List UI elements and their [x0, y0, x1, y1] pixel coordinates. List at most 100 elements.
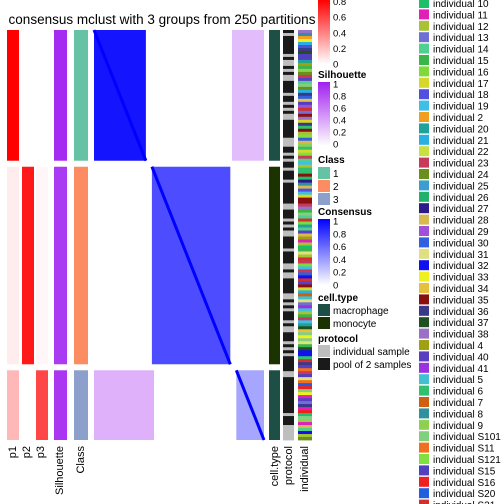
protocol-cell: [283, 368, 294, 372]
protocol-cell: [283, 161, 294, 166]
individual-swatch: [419, 385, 429, 396]
individual-cell: [298, 167, 312, 172]
protocol-cell: [283, 437, 294, 441]
protocol-label: pool of 2 samples: [333, 360, 411, 371]
individual-cell: [298, 191, 312, 195]
protocol-cell: [283, 116, 294, 121]
individual-cell: [298, 341, 312, 345]
individual-cell: [298, 245, 312, 249]
individual-cell: [298, 92, 312, 97]
class-legend-items: 1 2 3: [318, 167, 339, 206]
individual-cell: [298, 137, 312, 142]
protocol-cell: [283, 293, 294, 297]
protocol-cell: [283, 197, 294, 201]
individual-cell: [298, 230, 312, 234]
individual-label: individual 12: [433, 22, 489, 33]
individual-cell: [298, 329, 312, 333]
protocol-cell: [283, 38, 294, 43]
protocol-cell: [283, 239, 294, 243]
individual-cell: [298, 311, 312, 315]
individual-cell: [298, 101, 312, 106]
individual-label: individual 7: [433, 398, 483, 409]
individual-cell: [298, 224, 312, 228]
protocol-cell: [283, 347, 294, 351]
individual-swatch: [419, 442, 429, 453]
individual-cell: [298, 410, 312, 414]
individual-label: individual 15: [433, 56, 489, 67]
protocol-cell: [283, 278, 294, 282]
individual-label: individual 24: [433, 170, 489, 181]
silhouette-colorbar: [318, 82, 330, 146]
individual-label: individual S11: [433, 444, 495, 455]
protocol-cell: [283, 245, 294, 249]
individual-cell: [298, 149, 312, 154]
protocol-cell: [283, 107, 294, 112]
individual-cell: [298, 419, 312, 423]
protocol-cell: [283, 377, 294, 381]
protocol-cell: [283, 311, 294, 315]
protocol-cell: [283, 263, 294, 267]
protocol-cell: [283, 434, 294, 438]
protocol-cell: [283, 284, 294, 288]
protocol-cell: [283, 155, 294, 160]
individual-cell: [298, 44, 312, 49]
individual-cell: [298, 290, 312, 294]
protocol-cell: [283, 350, 294, 354]
consensus-offblock: [94, 166, 146, 365]
protocol-cell: [283, 158, 294, 163]
protocol-cell: [283, 50, 294, 55]
individual-swatch: [419, 305, 429, 316]
individual-swatch: [419, 237, 429, 248]
individual-swatch: [419, 157, 429, 168]
individual-cell: [298, 182, 312, 187]
individual-swatch: [419, 499, 429, 504]
cons-ticks-label: 0.8: [333, 229, 346, 240]
individual-cell: [298, 293, 312, 297]
individual-label: individual 17: [433, 79, 489, 90]
individual-cell: [298, 386, 312, 390]
individual-cell: [298, 398, 312, 402]
individual-label: individual S101: [433, 432, 501, 443]
protocol-cell: [283, 35, 294, 40]
protocol-cell: [283, 275, 294, 279]
protocol-cell: [283, 395, 294, 399]
protocol-cell: [283, 413, 294, 417]
individual-swatch: [419, 77, 429, 88]
protocol-legend-items: individual sample pool of 2 samples: [318, 345, 411, 371]
protocol-cell: [283, 242, 294, 246]
individual-cell: [298, 248, 312, 252]
protocol-cell: [283, 305, 294, 309]
protocol-cell: [283, 344, 294, 348]
protocol-cell: [283, 191, 294, 195]
individual-cell: [298, 335, 312, 339]
individual-label: individual 4: [433, 341, 483, 352]
individual-cell: [298, 134, 312, 139]
protocol-cell: [283, 104, 294, 109]
individual-label: individual 14: [433, 45, 489, 56]
p1-cell-group-2: [7, 166, 19, 365]
individual-label: individual 9: [433, 421, 483, 432]
individual-swatch: [419, 271, 429, 282]
individual-cell: [298, 338, 312, 342]
individual-label: individual 11: [433, 10, 488, 21]
protocol-cell: [283, 230, 294, 234]
cell-type-cell-group-1: [269, 30, 280, 161]
p2-cell-group-1: [22, 30, 34, 161]
individual-label: individual S16: [433, 478, 496, 489]
individual-cell: [298, 188, 312, 193]
individual-cell: [298, 254, 312, 258]
protocol-cell: [283, 398, 294, 402]
individual-cell: [298, 164, 312, 169]
protocol-cell: [283, 353, 294, 357]
individual-swatch: [419, 112, 429, 122]
individual-label: individual 23: [433, 159, 489, 170]
protocol-cell: [283, 125, 294, 130]
consensus-diagonal-3: [234, 369, 266, 441]
silhouette-cell-group-3: [54, 370, 67, 440]
individual-cell: [298, 365, 312, 369]
individual-cell: [298, 359, 312, 363]
individual-swatch: [419, 431, 429, 442]
individual-label: individual 10: [433, 0, 489, 10]
individual-label: individual 25: [433, 181, 489, 192]
protocol-cell: [283, 260, 294, 264]
